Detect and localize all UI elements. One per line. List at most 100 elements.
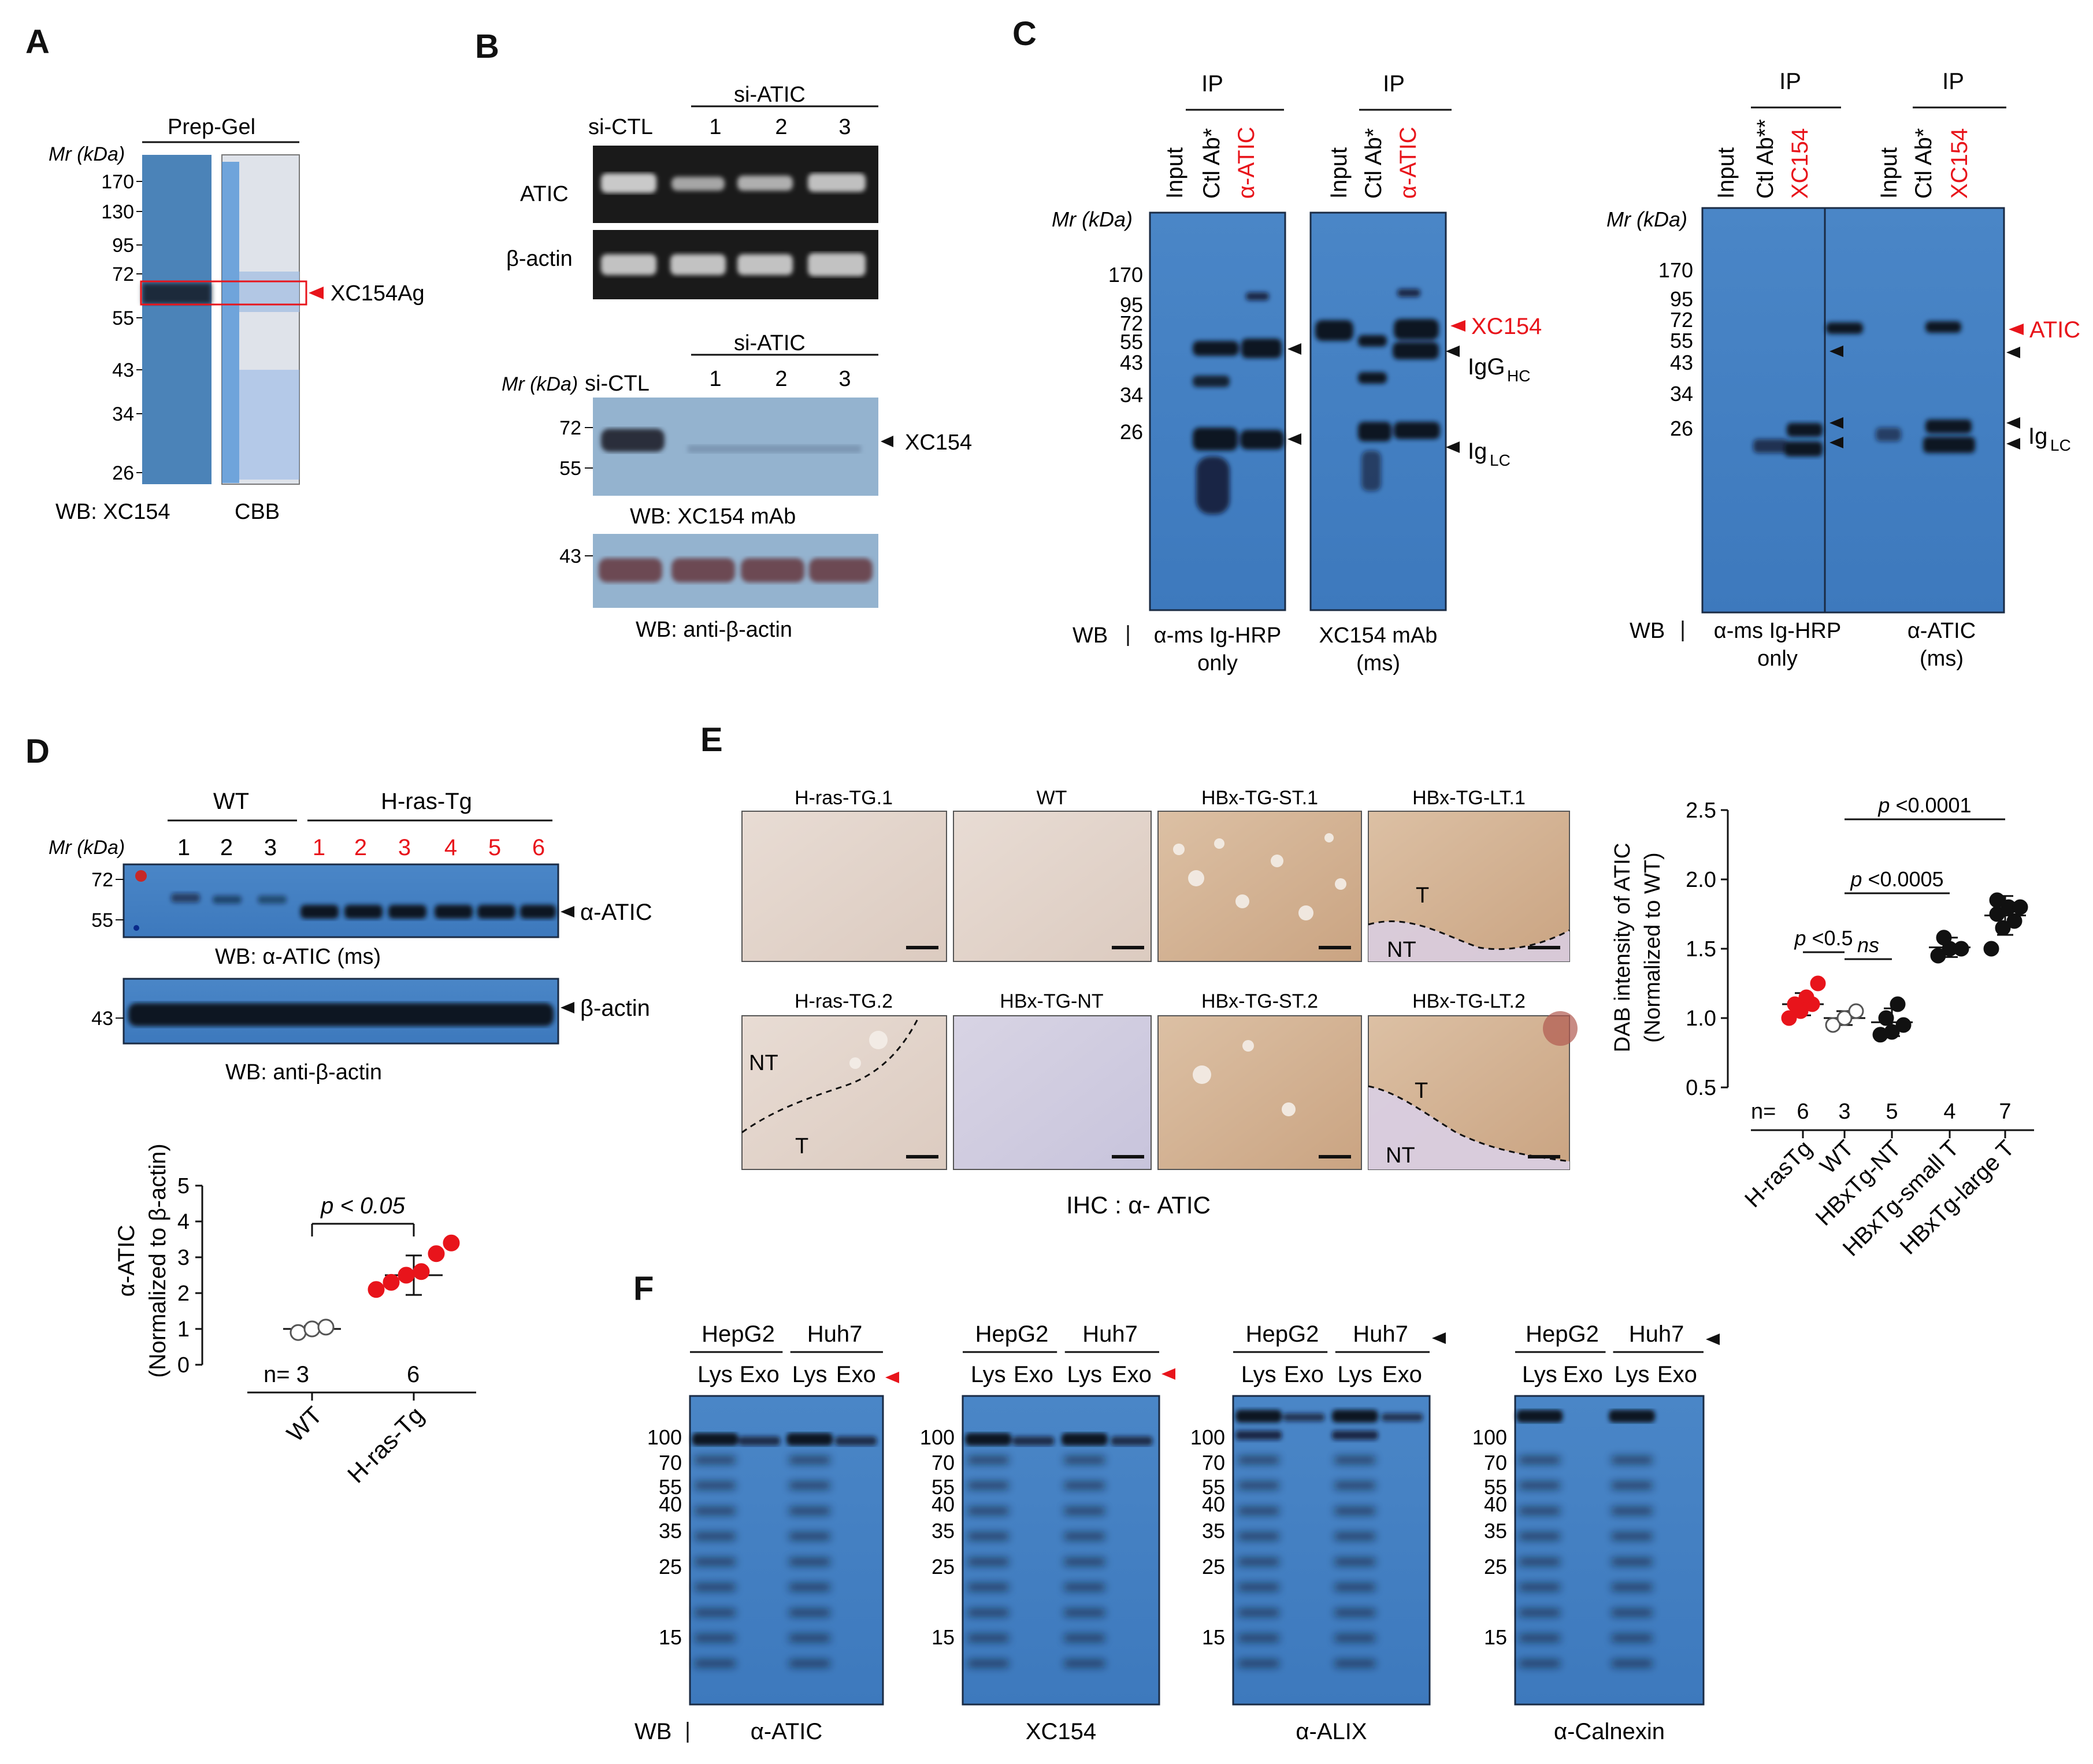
f-cell-label: HepG2 bbox=[975, 1321, 1049, 1347]
svg-text:α-ATIC: α-ATIC bbox=[1396, 127, 1421, 199]
chart-d-point bbox=[290, 1324, 307, 1341]
svg-text:IP: IP bbox=[1779, 69, 1801, 94]
svg-text:2: 2 bbox=[354, 835, 367, 860]
f-fraction-label: Exo bbox=[836, 1362, 876, 1387]
chart-e-point bbox=[2012, 899, 2028, 915]
svg-text:NT: NT bbox=[749, 1051, 778, 1075]
f-marker-label: 100 bbox=[1190, 1425, 1225, 1449]
cbb-ladder bbox=[222, 162, 239, 483]
panel-e-ihc: H-ras-TG.1 WT HBx-TG-ST.1 HBx-TG-LT.1 T … bbox=[741, 787, 1578, 1219]
svg-text:H-ras-Tg: H-ras-Tg bbox=[381, 789, 472, 814]
svg-text:55: 55 bbox=[91, 909, 113, 931]
f-band-arrowhead bbox=[1432, 1332, 1446, 1344]
f-fraction-label: Exo bbox=[1284, 1362, 1324, 1387]
panel-c: IP IP IP IP Input Ctl Ab* α-ATIC Input C… bbox=[1052, 69, 2080, 675]
si-ctl-label-2: si-CTL bbox=[585, 372, 650, 396]
xc154-band-label: XC154 bbox=[905, 430, 972, 455]
cbb-label: CBB bbox=[235, 500, 280, 524]
svg-text:HBx-TG-LT.1: HBx-TG-LT.1 bbox=[1412, 787, 1526, 809]
f-cell-label: HepG2 bbox=[1526, 1321, 1599, 1347]
f-blot bbox=[1232, 1395, 1431, 1706]
chart-e-point bbox=[1936, 930, 1952, 946]
svg-text:34: 34 bbox=[112, 403, 134, 425]
mr-label-b: Mr (kDa) bbox=[502, 373, 578, 395]
chart-d-ytick-label: 5 bbox=[177, 1174, 190, 1198]
f-marker-label: 35 bbox=[932, 1519, 955, 1543]
f-marker-label: 55 bbox=[1202, 1475, 1225, 1499]
svg-text:72: 72 bbox=[112, 263, 134, 285]
svg-text:Mr (kDa): Mr (kDa) bbox=[1606, 207, 1687, 231]
svg-text:NT: NT bbox=[1387, 938, 1416, 962]
f-fraction-label: Lys bbox=[697, 1362, 733, 1387]
f-marker-label: 15 bbox=[1202, 1625, 1225, 1649]
svg-text:95: 95 bbox=[112, 235, 134, 257]
svg-text:ATIC: ATIC bbox=[2029, 317, 2080, 343]
f-fraction-label: Lys bbox=[1337, 1362, 1372, 1387]
svg-text:1: 1 bbox=[313, 835, 325, 860]
f-marker-label: 70 bbox=[932, 1451, 955, 1475]
panel-letter-b: B bbox=[475, 28, 499, 65]
svg-text:26: 26 bbox=[1120, 420, 1143, 444]
f-marker-label: 35 bbox=[659, 1519, 682, 1543]
svg-text:HBx-TG-ST.1: HBx-TG-ST.1 bbox=[1201, 787, 1318, 809]
f-marker-label: 55 bbox=[932, 1475, 955, 1499]
svg-text:WB: α-ATIC (ms): WB: α-ATIC (ms) bbox=[215, 945, 381, 969]
svg-text:6: 6 bbox=[532, 835, 545, 860]
svg-text:(ms): (ms) bbox=[1920, 647, 1964, 671]
c-blot-3 bbox=[1701, 207, 1826, 614]
panel-letter-d: D bbox=[25, 733, 50, 770]
chart-d-point bbox=[383, 1273, 400, 1291]
chart-d-point bbox=[317, 1319, 335, 1336]
f-marker-label: 100 bbox=[920, 1425, 955, 1449]
chart-d-ytick-label: 4 bbox=[177, 1210, 190, 1234]
svg-text:HBx-TG-NT: HBx-TG-NT bbox=[1000, 990, 1103, 1012]
svg-text:α-ATIC: α-ATIC bbox=[580, 900, 652, 925]
ihc-caption: IHC : α- ATIC bbox=[1066, 1191, 1211, 1219]
chart-d-ytick-label: 2 bbox=[177, 1282, 190, 1306]
chart-e-point bbox=[1878, 1010, 1894, 1026]
chart-e-n-value: 5 bbox=[1886, 1100, 1898, 1124]
svg-text:3: 3 bbox=[838, 115, 851, 139]
chart-d-n-label: n= 3 bbox=[264, 1362, 309, 1387]
chart-d-ytick-label: 1 bbox=[177, 1317, 190, 1342]
chart-d-sig-label: p < 0.05 bbox=[320, 1193, 405, 1219]
ihc-hras-1 bbox=[741, 811, 947, 962]
chart-e-point bbox=[1989, 892, 2005, 908]
f-fraction-label: Exo bbox=[1382, 1362, 1422, 1387]
wb-anti-actin-label-b: WB: anti-β-actin bbox=[636, 618, 792, 642]
chart-d-point bbox=[368, 1281, 385, 1298]
svg-text:T: T bbox=[1415, 1079, 1428, 1103]
chart-e-point bbox=[1983, 941, 1999, 957]
svg-text:HC: HC bbox=[1507, 367, 1530, 385]
svg-text:26: 26 bbox=[112, 462, 134, 484]
svg-text:HBx-TG-ST.2: HBx-TG-ST.2 bbox=[1201, 990, 1318, 1012]
c-blot-2 bbox=[1309, 211, 1447, 611]
f-marker-label: 15 bbox=[932, 1625, 955, 1649]
f-fraction-label: Lys bbox=[1522, 1362, 1557, 1387]
chart-d-point bbox=[398, 1267, 415, 1284]
svg-text:55: 55 bbox=[1120, 330, 1143, 354]
chart-e-comparison-label: ns bbox=[1857, 933, 1879, 957]
svg-text:Ctl Ab*: Ctl Ab* bbox=[1361, 128, 1386, 199]
f-cell-label: HepG2 bbox=[702, 1321, 775, 1347]
svg-text:XC154: XC154 bbox=[1471, 314, 1542, 339]
svg-text:Input: Input bbox=[1326, 147, 1352, 199]
chart-e-point bbox=[1810, 975, 1826, 991]
f-cell-label: Huh7 bbox=[1082, 1321, 1138, 1347]
svg-text:T: T bbox=[795, 1134, 808, 1158]
svg-text:β-actin: β-actin bbox=[580, 996, 650, 1021]
f-marker-label: 40 bbox=[1484, 1492, 1507, 1516]
chart-d-ytick-label: 3 bbox=[177, 1246, 190, 1270]
chart-e-ytick-label: 0.5 bbox=[1686, 1076, 1716, 1100]
f-band-arrowhead bbox=[1161, 1368, 1175, 1380]
svg-text:72: 72 bbox=[91, 869, 113, 891]
svg-text:IP: IP bbox=[1383, 71, 1405, 96]
svg-text:H-ras-TG.2: H-ras-TG.2 bbox=[795, 990, 893, 1012]
svg-text:only: only bbox=[1197, 651, 1238, 675]
panel-letter-c: C bbox=[1012, 15, 1037, 53]
c-blot-4 bbox=[1824, 207, 2005, 614]
b-lane-numbers: 1 2 3 bbox=[709, 115, 851, 139]
chart-e-point bbox=[1953, 941, 1969, 957]
